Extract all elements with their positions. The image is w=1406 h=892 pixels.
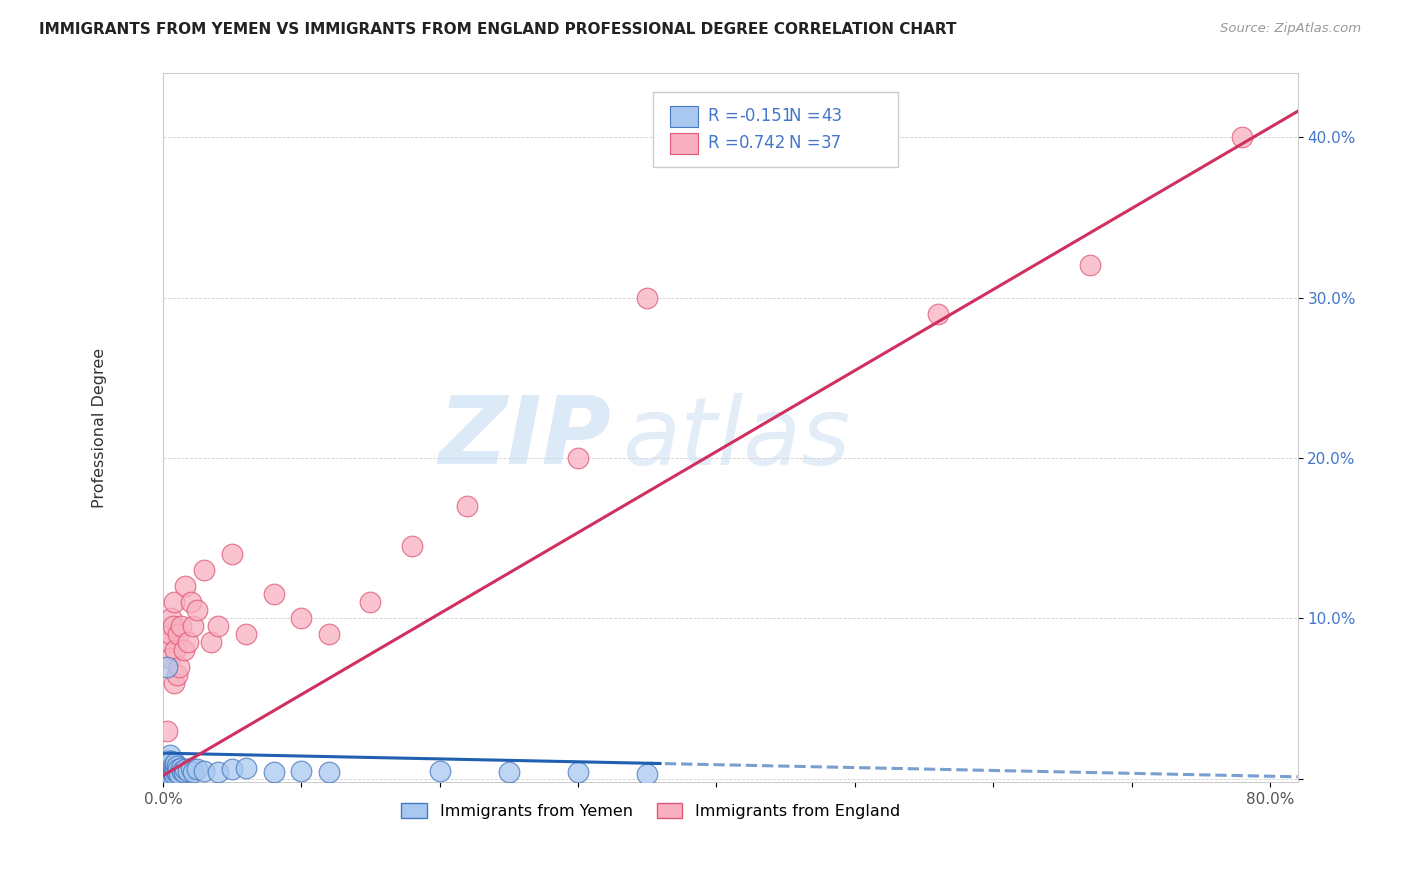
Point	[567, 765, 589, 780]
Point	[156, 723, 179, 738]
Point	[162, 759, 184, 773]
Point	[318, 765, 340, 780]
Point	[177, 635, 200, 649]
Point	[183, 619, 205, 633]
Point	[186, 603, 208, 617]
Point	[183, 765, 205, 780]
Point	[159, 627, 181, 641]
Point	[156, 769, 179, 783]
Point	[156, 759, 179, 773]
Point	[159, 747, 181, 762]
FancyBboxPatch shape	[671, 133, 699, 153]
Point	[174, 762, 197, 776]
Point	[235, 627, 257, 641]
Point	[359, 595, 381, 609]
Point	[221, 547, 243, 561]
Point	[160, 764, 183, 778]
Text: R =: R =	[707, 107, 744, 125]
Point	[429, 764, 451, 778]
Point	[156, 762, 179, 776]
Text: N =: N =	[789, 107, 827, 125]
Point	[170, 761, 193, 775]
Point	[156, 753, 179, 767]
Text: -0.151: -0.151	[740, 107, 793, 125]
Text: R =: R =	[707, 134, 744, 153]
Point	[235, 761, 257, 775]
Point	[157, 635, 180, 649]
FancyBboxPatch shape	[654, 92, 898, 168]
Text: Source: ZipAtlas.com: Source: ZipAtlas.com	[1220, 22, 1361, 36]
Point	[166, 759, 188, 773]
Point	[177, 764, 200, 778]
Point	[167, 627, 190, 641]
Point	[159, 767, 181, 781]
Text: 43: 43	[821, 107, 842, 125]
Text: 37: 37	[821, 134, 842, 153]
Point	[162, 619, 184, 633]
Point	[498, 765, 520, 780]
Point	[567, 450, 589, 465]
Point	[193, 563, 215, 577]
Point	[193, 764, 215, 778]
Point	[173, 765, 195, 780]
Point	[167, 762, 190, 776]
Point	[174, 579, 197, 593]
Point	[180, 761, 202, 775]
Text: N =: N =	[789, 134, 827, 153]
Point	[636, 767, 658, 781]
Text: 0.742: 0.742	[740, 134, 787, 153]
Point	[163, 761, 186, 775]
Point	[166, 667, 188, 681]
Point	[318, 627, 340, 641]
Point	[160, 611, 183, 625]
Point	[157, 757, 180, 772]
Text: atlas: atlas	[623, 392, 851, 483]
Point	[290, 764, 312, 778]
Point	[156, 659, 179, 673]
Point	[263, 587, 285, 601]
Point	[169, 767, 191, 781]
Point	[180, 595, 202, 609]
Point	[159, 761, 181, 775]
Point	[636, 291, 658, 305]
Point	[163, 767, 186, 781]
Point	[162, 765, 184, 780]
Legend: Immigrants from Yemen, Immigrants from England: Immigrants from Yemen, Immigrants from E…	[395, 797, 907, 825]
Y-axis label: Professional Degree: Professional Degree	[93, 348, 107, 508]
Point	[153, 756, 176, 770]
Point	[172, 764, 194, 778]
Point	[170, 619, 193, 633]
Point	[207, 765, 229, 780]
Point	[401, 539, 423, 553]
Point	[169, 659, 191, 673]
Point	[186, 762, 208, 776]
FancyBboxPatch shape	[671, 106, 699, 127]
Point	[159, 651, 181, 665]
Point	[207, 619, 229, 633]
Point	[200, 635, 222, 649]
Point	[160, 754, 183, 768]
Point	[221, 762, 243, 776]
Point	[165, 756, 187, 770]
Point	[1078, 259, 1101, 273]
Text: ZIP: ZIP	[439, 392, 612, 484]
Point	[263, 765, 285, 780]
Point	[163, 675, 186, 690]
Point	[155, 764, 177, 778]
Point	[163, 595, 186, 609]
Point	[165, 764, 187, 778]
Point	[173, 643, 195, 657]
Point	[1232, 130, 1254, 145]
Point	[166, 765, 188, 780]
Point	[456, 499, 478, 513]
Point	[290, 611, 312, 625]
Text: IMMIGRANTS FROM YEMEN VS IMMIGRANTS FROM ENGLAND PROFESSIONAL DEGREE CORRELATION: IMMIGRANTS FROM YEMEN VS IMMIGRANTS FROM…	[39, 22, 957, 37]
Point	[155, 762, 177, 776]
Point	[165, 643, 187, 657]
Point	[157, 765, 180, 780]
Point	[927, 307, 949, 321]
Point	[155, 759, 177, 773]
